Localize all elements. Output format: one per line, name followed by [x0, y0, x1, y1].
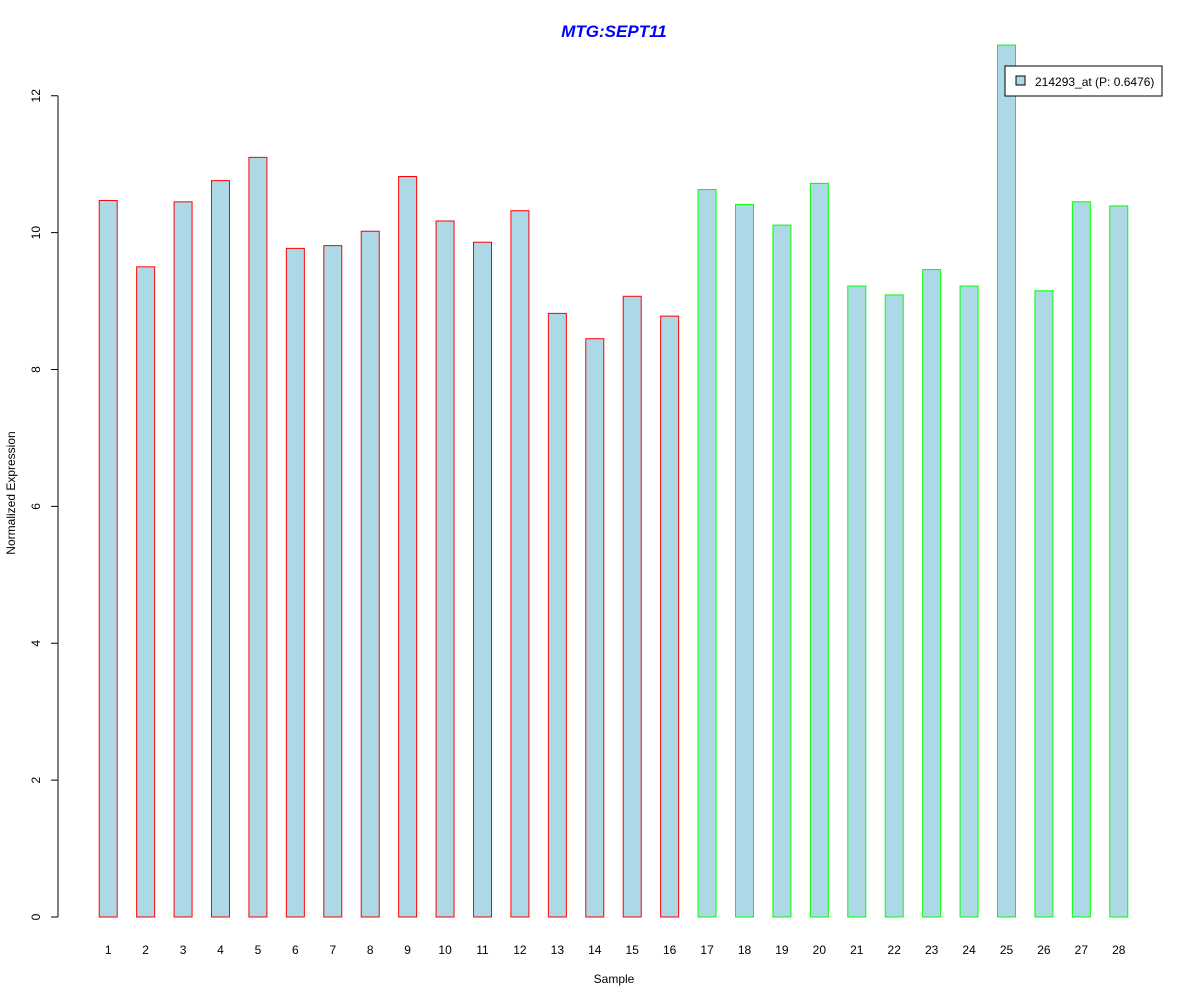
x-tick-label: 24	[962, 943, 976, 957]
bar-sample-22	[884, 294, 904, 918]
bar-sample-5	[248, 156, 268, 918]
x-tick-label: 22	[888, 943, 902, 957]
x-tick-label: 18	[738, 943, 752, 957]
legend: 214293_at (P: 0.6476)	[1004, 65, 1163, 97]
y-tick-label: 10	[29, 226, 43, 240]
bar-sample-12	[510, 210, 530, 918]
bar-sample-17	[697, 189, 717, 918]
chart-title: MTG:SEPT11	[561, 22, 666, 41]
x-tick-label: 4	[217, 943, 224, 957]
x-tick-label: 14	[588, 943, 602, 957]
bar-sample-24	[959, 285, 979, 918]
x-tick-label: 8	[367, 943, 374, 957]
bar-sample-14	[585, 338, 605, 918]
y-tick-label: 0	[29, 913, 43, 920]
bar-sample-16	[660, 315, 680, 918]
bar-sample-28	[1109, 205, 1129, 918]
x-tick-label: 1	[105, 943, 112, 957]
x-tick-label: 26	[1037, 943, 1051, 957]
x-tick-label: 2	[142, 943, 149, 957]
bar-sample-10	[435, 220, 455, 918]
x-tick-label: 20	[813, 943, 827, 957]
x-tick-labels: 1 2 3 4 5 6 7 8 9 10 11 12 13 14 15 16 17 18 19 20 21 22 23 24 2…	[105, 943, 1126, 957]
bar-sample-6	[285, 247, 305, 918]
bar-sample-13	[547, 312, 567, 918]
x-tick-label: 13	[551, 943, 565, 957]
bar-sample-25	[997, 44, 1016, 918]
bar-sample-3	[173, 201, 193, 918]
y-tick-label: 2	[29, 776, 43, 783]
bar-sample-4	[211, 180, 230, 918]
x-tick-label: 5	[255, 943, 262, 957]
legend-box	[1004, 65, 1163, 97]
y-axis: 0 2 4 6 8 10 12	[29, 89, 59, 920]
x-axis-title: Sample	[594, 972, 635, 986]
x-tick-label: 19	[775, 943, 789, 957]
x-tick-label: 3	[180, 943, 187, 957]
x-tick-label: 25	[1000, 943, 1014, 957]
y-tick-label: 6	[29, 503, 43, 510]
x-tick-label: 15	[626, 943, 640, 957]
y-axis-title: Normalized Expression	[4, 431, 18, 554]
bar-sample-20	[809, 182, 829, 918]
bar-sample-19	[772, 224, 792, 918]
x-tick-label: 23	[925, 943, 939, 957]
x-tick-label: 11	[476, 943, 489, 957]
bar-sample-8	[360, 230, 380, 918]
bar-sample-18	[735, 204, 754, 918]
bars-group	[98, 44, 1129, 918]
x-tick-label: 7	[329, 943, 336, 957]
y-tick-label: 12	[29, 89, 43, 103]
y-tick-label: 8	[29, 366, 43, 373]
bar-sample-21	[847, 285, 867, 918]
x-tick-label: 17	[700, 943, 714, 957]
bar-sample-15	[622, 295, 642, 918]
bar-sample-2	[136, 266, 156, 918]
y-tick-label: 4	[29, 640, 43, 647]
bar-sample-1	[98, 199, 118, 918]
x-tick-label: 9	[404, 943, 411, 957]
legend-label: 214293_at (P: 0.6476)	[1035, 75, 1154, 89]
bar-sample-27	[1071, 201, 1091, 918]
bar-sample-26	[1034, 290, 1054, 918]
x-tick-label: 16	[663, 943, 677, 957]
x-tick-label: 12	[513, 943, 527, 957]
x-tick-label: 6	[292, 943, 299, 957]
bar-sample-7	[323, 245, 343, 918]
x-tick-label: 28	[1112, 943, 1126, 957]
legend-swatch	[1015, 75, 1026, 86]
x-tick-label: 10	[438, 943, 452, 957]
bar-sample-23	[922, 269, 942, 918]
bar-sample-9	[398, 176, 418, 918]
x-tick-label: 27	[1075, 943, 1089, 957]
bar-sample-11	[473, 241, 492, 918]
x-tick-label: 21	[850, 943, 864, 957]
